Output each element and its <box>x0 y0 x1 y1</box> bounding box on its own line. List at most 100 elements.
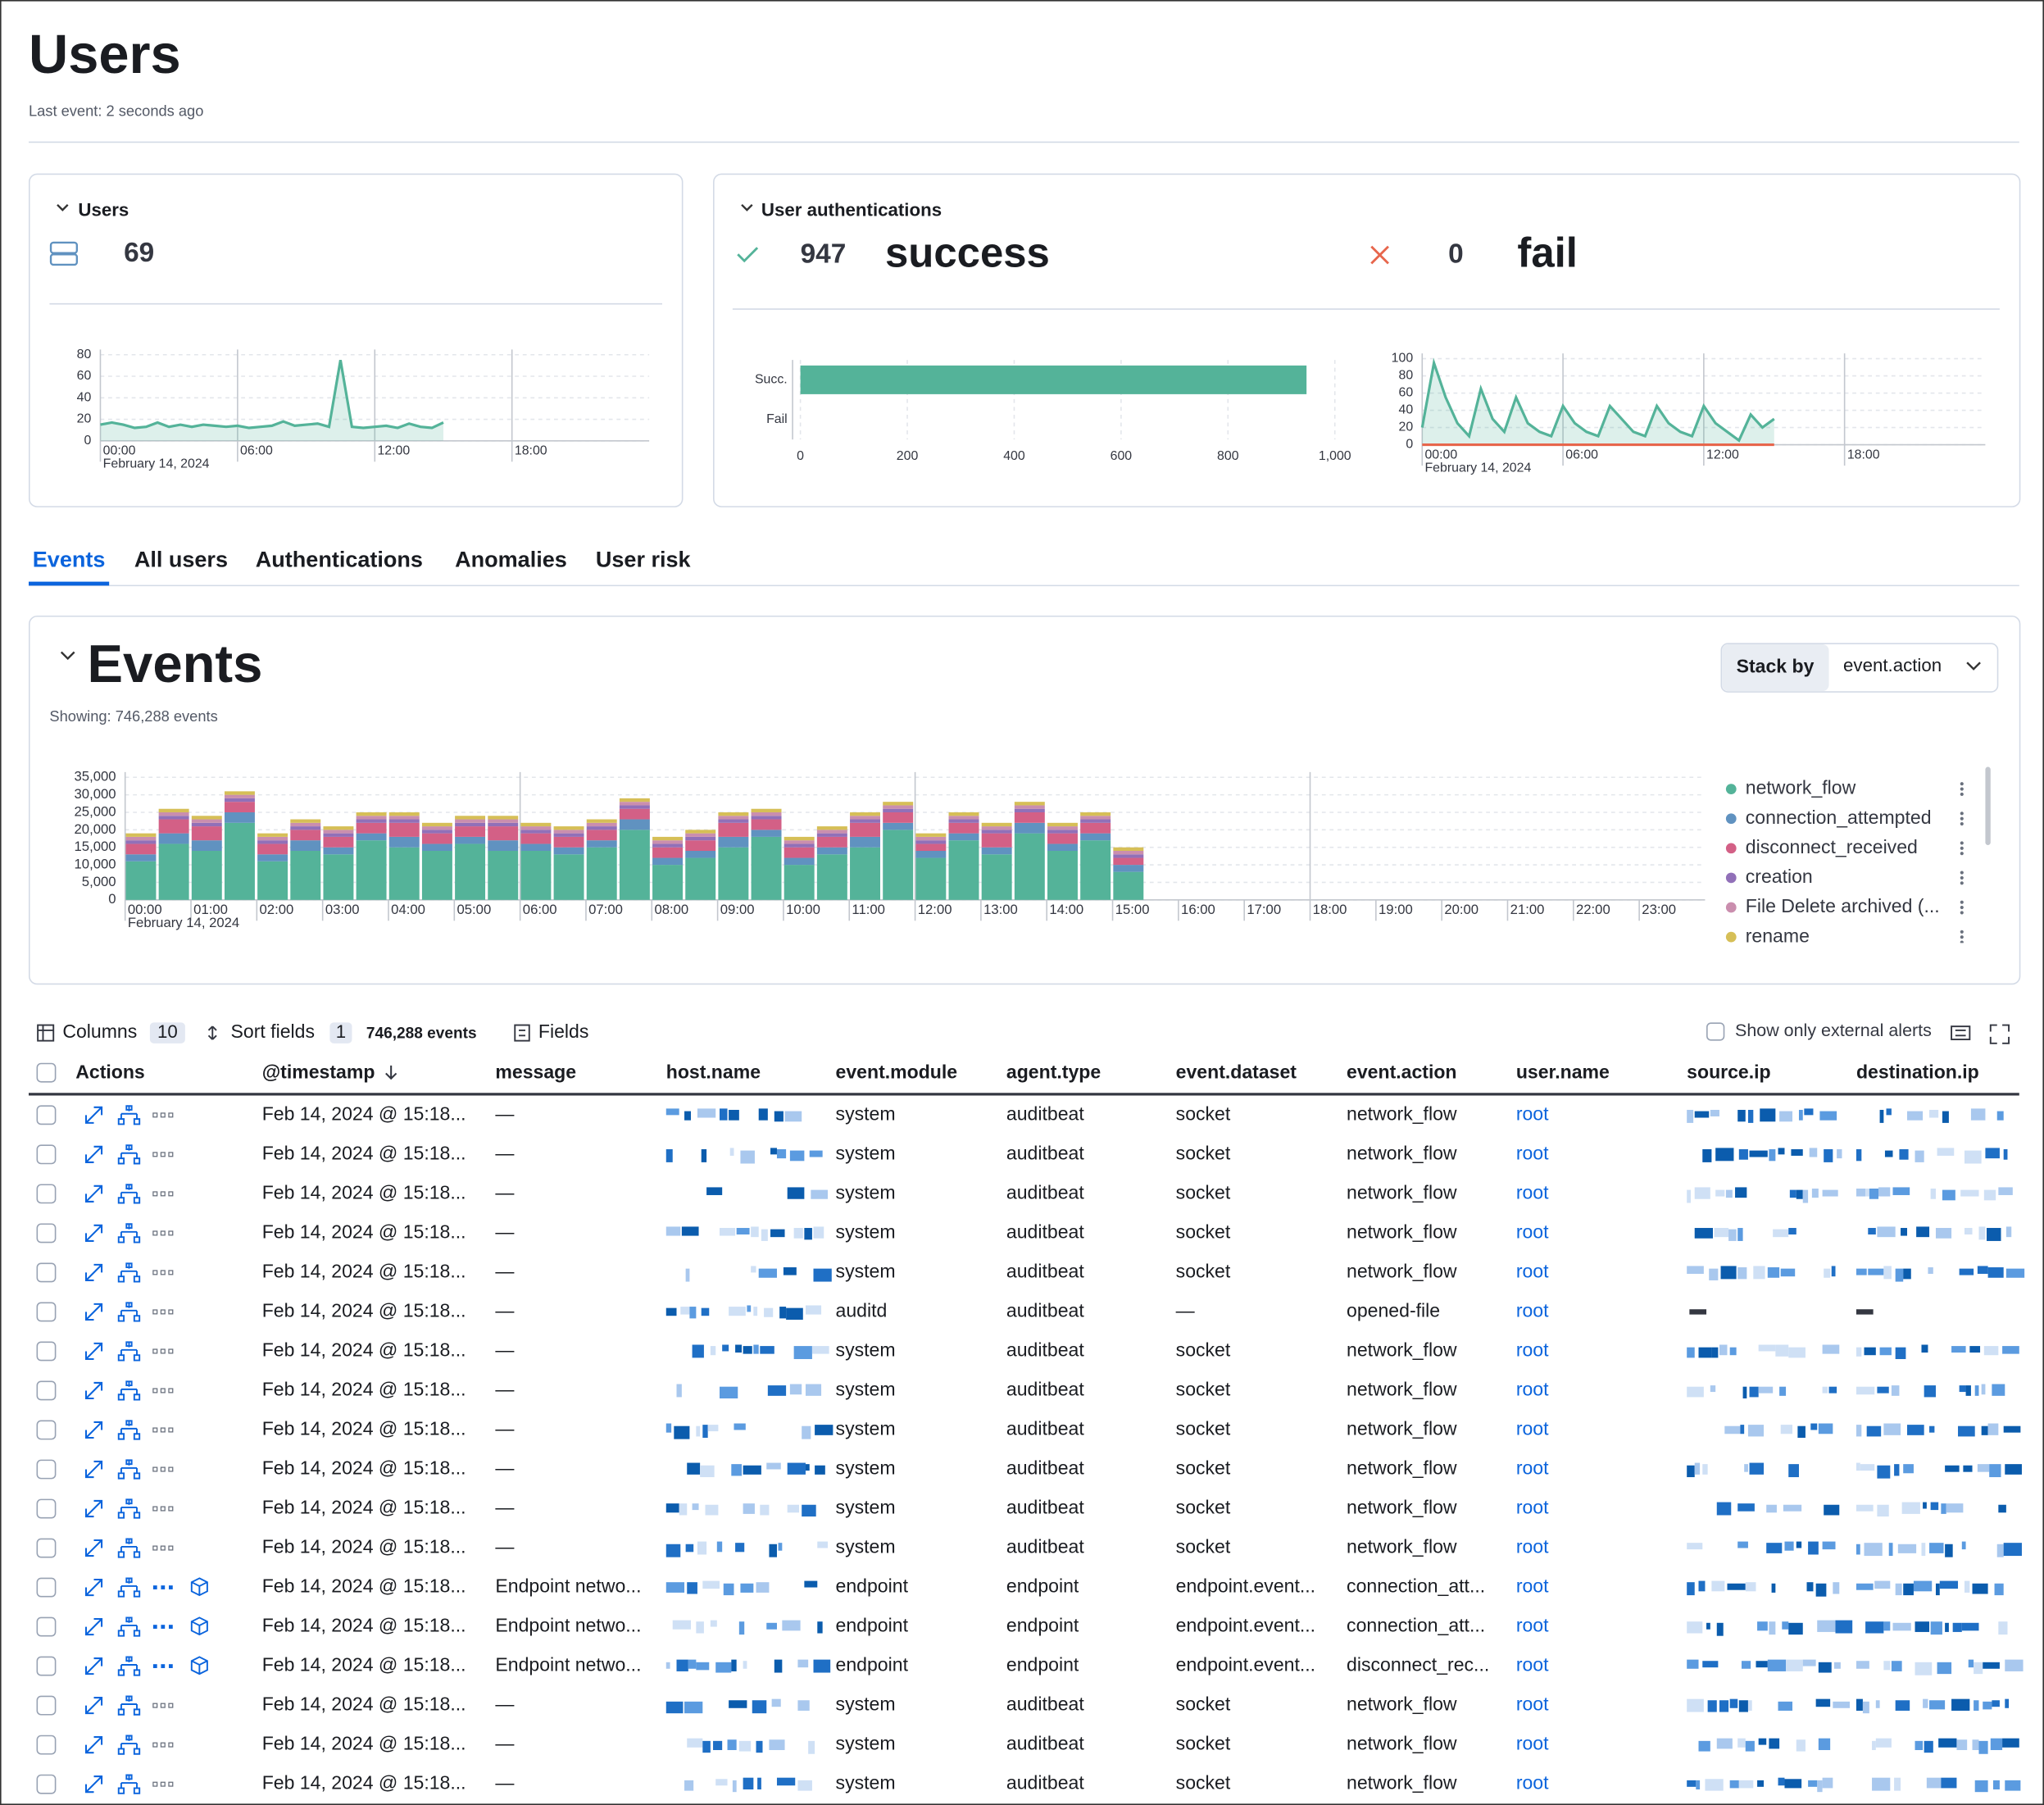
more-icon[interactable] <box>152 1191 158 1197</box>
more-icon[interactable] <box>168 1112 174 1118</box>
column-header[interactable]: agent.type <box>1006 1062 1101 1083</box>
more-icon[interactable] <box>160 1703 166 1708</box>
more-icon[interactable] <box>152 1309 158 1315</box>
user-link[interactable]: root <box>1516 1221 1549 1242</box>
column-header[interactable]: message <box>495 1062 576 1083</box>
more-icon[interactable] <box>160 1309 166 1315</box>
checkbox[interactable] <box>36 1695 57 1716</box>
more-icon[interactable] <box>168 1545 174 1551</box>
more-icon[interactable] <box>152 1625 157 1629</box>
user-link[interactable]: root <box>1516 1694 1549 1715</box>
analyze-icon[interactable] <box>117 1735 141 1755</box>
expand-icon[interactable] <box>84 1539 103 1557</box>
more-icon[interactable] <box>152 1348 158 1354</box>
more-icon[interactable] <box>152 1270 158 1275</box>
analyze-icon[interactable] <box>117 1774 141 1794</box>
more-icon[interactable] <box>160 1270 166 1275</box>
more-icon[interactable] <box>168 1191 174 1197</box>
user-link[interactable]: root <box>1516 1339 1549 1361</box>
column-header[interactable]: event.action <box>1347 1062 1456 1083</box>
more-icon[interactable] <box>168 1466 174 1472</box>
analyze-icon[interactable] <box>117 1341 141 1362</box>
user-link[interactable]: root <box>1516 1300 1549 1321</box>
checkbox[interactable] <box>36 1538 57 1558</box>
collapse-icon[interactable] <box>57 203 69 211</box>
more-icon[interactable] <box>152 1427 158 1433</box>
expand-icon[interactable] <box>84 1224 103 1242</box>
more-icon[interactable] <box>168 1348 174 1354</box>
tab[interactable]: Authentications <box>256 547 423 571</box>
expand-icon[interactable] <box>84 1184 103 1203</box>
user-link[interactable]: root <box>1516 1772 1549 1794</box>
checkbox[interactable] <box>36 1735 57 1755</box>
more-icon[interactable] <box>168 1703 174 1708</box>
more-icon[interactable] <box>160 1427 166 1433</box>
analyze-icon[interactable] <box>117 1223 141 1243</box>
collapse-icon[interactable] <box>60 651 75 661</box>
session-icon[interactable] <box>190 1616 208 1636</box>
expand-icon[interactable] <box>84 1657 103 1675</box>
more-icon[interactable] <box>168 1585 173 1589</box>
dropdown-icon[interactable] <box>1966 662 1981 671</box>
column-header[interactable]: destination.ip <box>1856 1062 1979 1083</box>
more-icon[interactable] <box>160 1466 166 1472</box>
tab[interactable]: Events <box>33 547 106 571</box>
checkbox[interactable] <box>36 1144 57 1165</box>
more-icon[interactable] <box>160 1781 166 1787</box>
analyze-icon[interactable] <box>117 1577 141 1598</box>
checkbox[interactable] <box>36 1062 57 1083</box>
checkbox[interactable] <box>36 1223 57 1243</box>
analyze-icon[interactable] <box>117 1695 141 1716</box>
more-icon[interactable] <box>168 1781 174 1787</box>
expand-icon[interactable] <box>84 1106 103 1124</box>
more-icon[interactable] <box>160 1545 166 1551</box>
more-icon[interactable] <box>161 1585 166 1589</box>
more-icon[interactable] <box>160 1112 166 1118</box>
legend-label[interactable]: network_flow <box>1746 777 1856 798</box>
expand-icon[interactable] <box>84 1145 103 1163</box>
more-icon[interactable] <box>152 1545 158 1551</box>
expand-icon[interactable] <box>84 1303 103 1321</box>
more-icon[interactable] <box>168 1427 174 1433</box>
expand-icon[interactable] <box>84 1697 103 1715</box>
more-icon[interactable] <box>160 1506 166 1512</box>
legend-label[interactable]: rename <box>1746 925 1810 946</box>
toolbar-button[interactable]: Fields <box>538 1021 588 1042</box>
more-icon[interactable] <box>161 1664 166 1668</box>
column-header[interactable]: source.ip <box>1687 1062 1770 1083</box>
user-link[interactable]: root <box>1516 1575 1549 1597</box>
legend-label[interactable]: File Delete archived (... <box>1746 895 1940 916</box>
more-icon[interactable] <box>160 1191 166 1197</box>
column-header[interactable]: event.dataset <box>1176 1062 1297 1083</box>
checkbox[interactable] <box>36 1302 57 1322</box>
more-icon[interactable] <box>168 1388 174 1394</box>
user-link[interactable]: root <box>1516 1261 1549 1282</box>
more-icon[interactable] <box>168 1506 174 1512</box>
more-icon[interactable] <box>161 1625 166 1629</box>
analyze-icon[interactable] <box>117 1262 141 1283</box>
expand-icon[interactable] <box>84 1499 103 1518</box>
toolbar-button[interactable]: Columns <box>62 1021 137 1042</box>
user-link[interactable]: root <box>1516 1379 1549 1400</box>
user-link[interactable]: root <box>1516 1103 1549 1124</box>
analyze-icon[interactable] <box>117 1420 141 1440</box>
expand-icon[interactable] <box>84 1775 103 1794</box>
more-icon[interactable] <box>152 1388 158 1394</box>
checkbox[interactable] <box>36 1380 57 1401</box>
checkbox[interactable] <box>36 1459 57 1480</box>
expand-icon[interactable] <box>84 1342 103 1361</box>
expand-icon[interactable] <box>84 1578 103 1597</box>
more-icon[interactable] <box>168 1270 174 1275</box>
checkbox-label[interactable]: Show only external alerts <box>1735 1021 1932 1040</box>
analyze-icon[interactable] <box>117 1616 141 1637</box>
tab[interactable]: Anomalies <box>455 547 567 571</box>
legend-label[interactable]: connection_attempted <box>1746 807 1932 828</box>
checkbox[interactable] <box>36 1262 57 1283</box>
analyze-icon[interactable] <box>117 1144 141 1165</box>
user-link[interactable]: root <box>1516 1181 1549 1203</box>
more-icon[interactable] <box>168 1309 174 1315</box>
analyze-icon[interactable] <box>117 1380 141 1401</box>
more-icon[interactable] <box>168 1742 174 1748</box>
more-icon[interactable] <box>152 1585 157 1589</box>
legend-label[interactable]: creation <box>1746 866 1813 887</box>
